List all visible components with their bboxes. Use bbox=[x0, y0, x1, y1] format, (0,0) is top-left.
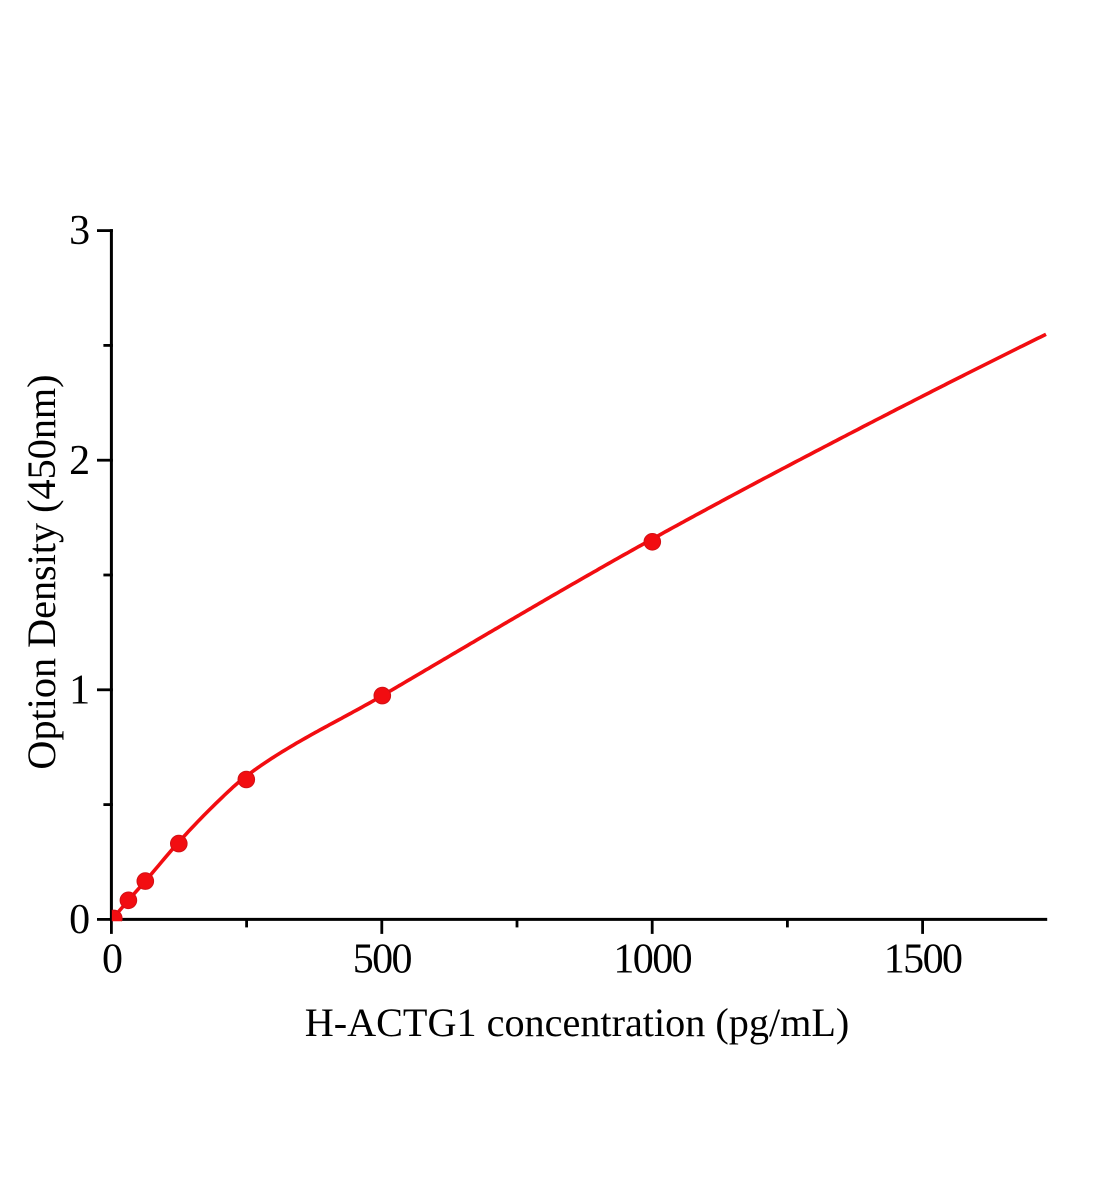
svg-text:1: 1 bbox=[69, 667, 88, 713]
svg-text:500: 500 bbox=[353, 936, 412, 982]
svg-text:1000: 1000 bbox=[613, 936, 691, 982]
svg-text:1500: 1500 bbox=[884, 936, 962, 982]
svg-text:H-ACTG1 concentration (pg/mL): H-ACTG1 concentration (pg/mL) bbox=[305, 1000, 850, 1045]
svg-text:0: 0 bbox=[69, 897, 89, 943]
svg-text:3: 3 bbox=[69, 208, 89, 254]
svg-text:0: 0 bbox=[102, 936, 122, 982]
svg-text:Option Density (450nm): Option Density (450nm) bbox=[19, 374, 64, 769]
svg-text:2: 2 bbox=[69, 438, 88, 484]
